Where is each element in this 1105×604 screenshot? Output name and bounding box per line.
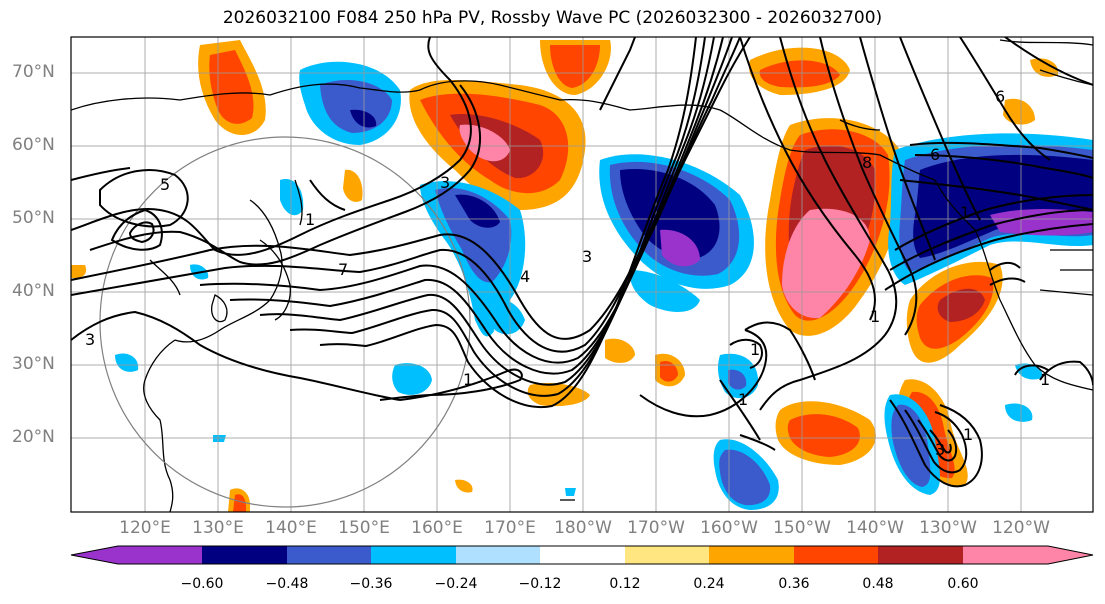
contour-label: 1 <box>960 203 970 222</box>
colorbar-tick-label: −0.36 <box>349 576 393 592</box>
lon-label: 180°W <box>554 518 612 538</box>
colorbar-tick-label: −0.24 <box>434 576 478 592</box>
colorbar-extend-low <box>71 546 118 564</box>
colorbar-swatch <box>963 546 1048 564</box>
colorbar-swatch <box>456 546 540 564</box>
lat-label: 70°N <box>12 62 55 82</box>
colorbar-tick-label: 0.36 <box>778 576 810 592</box>
contour-label: 1 <box>750 340 760 359</box>
contour-label: 3 <box>582 247 592 266</box>
contour-labels: 5 3 3 1 7 1 4 3 1 1 1 8 6 6 1 3 1 1 <box>85 87 1050 459</box>
colorbar-tick-label: 0.60 <box>947 576 979 592</box>
lon-label: 130°W <box>919 518 977 538</box>
colorbar-tick-label: −0.60 <box>180 576 224 592</box>
colorbar-tick-label: 0.24 <box>693 576 725 592</box>
lat-label: 50°N <box>12 208 55 228</box>
contour-label: 3 <box>935 440 945 459</box>
lon-label: 140°E <box>265 518 317 538</box>
map-frame <box>70 36 1094 513</box>
colorbar-swatch <box>794 546 878 564</box>
lat-label: 20°N <box>12 427 55 447</box>
contour-label: 1 <box>963 425 973 444</box>
contour-label: 6 <box>995 87 1005 106</box>
colorbar-swatch <box>118 546 202 564</box>
colorbar-tick-label: 0.48 <box>862 576 894 592</box>
colorbar-tick-label: −0.12 <box>518 576 562 592</box>
lon-label: 120°W <box>992 518 1050 538</box>
contour-label: 1 <box>738 390 748 409</box>
lon-label: 170°W <box>627 518 685 538</box>
map-title: 2026032100 F084 250 hPa PV, Rossby Wave … <box>222 8 883 28</box>
contour-label: 3 <box>85 330 95 349</box>
lon-label: 150°W <box>773 518 831 538</box>
contour-label: 1 <box>305 210 315 229</box>
contour-label: 1 <box>463 370 473 389</box>
colorbar-tick-label: −0.48 <box>265 576 309 592</box>
colorbar-swatch <box>540 546 625 564</box>
colorbar-swatch <box>625 546 709 564</box>
lon-label: 160°E <box>411 518 463 538</box>
contour-label: 7 <box>338 260 348 279</box>
contour-label: 8 <box>862 153 872 172</box>
pv-contours <box>71 37 1093 488</box>
colorbar-swatch <box>709 546 794 564</box>
colorbar-swatch <box>287 546 371 564</box>
colorbar-tick-label: 0.12 <box>609 576 641 592</box>
colorbar-swatch <box>371 546 456 564</box>
contour-label: 4 <box>520 267 530 286</box>
colorbar-swatch <box>202 546 287 564</box>
lon-label: 170°E <box>484 518 536 538</box>
colorbar-extend-high <box>1048 546 1093 564</box>
lon-label: 120°E <box>119 518 171 538</box>
contour-label: 3 <box>440 173 450 192</box>
contour-label: 1 <box>870 307 880 326</box>
contour-label: 6 <box>930 145 940 164</box>
colorbar-swatch <box>878 546 963 564</box>
colorbar <box>70 545 1094 565</box>
contour-label: 1 <box>1040 370 1050 389</box>
lat-label: 40°N <box>12 281 55 301</box>
lat-label: 30°N <box>12 354 55 374</box>
contour-label: 5 <box>160 175 170 194</box>
lon-label: 160°W <box>700 518 758 538</box>
gridlines <box>71 37 1093 512</box>
lon-label: 150°E <box>338 518 390 538</box>
lon-label: 140°W <box>846 518 904 538</box>
lat-label: 60°N <box>12 135 55 155</box>
lon-label: 130°E <box>192 518 244 538</box>
